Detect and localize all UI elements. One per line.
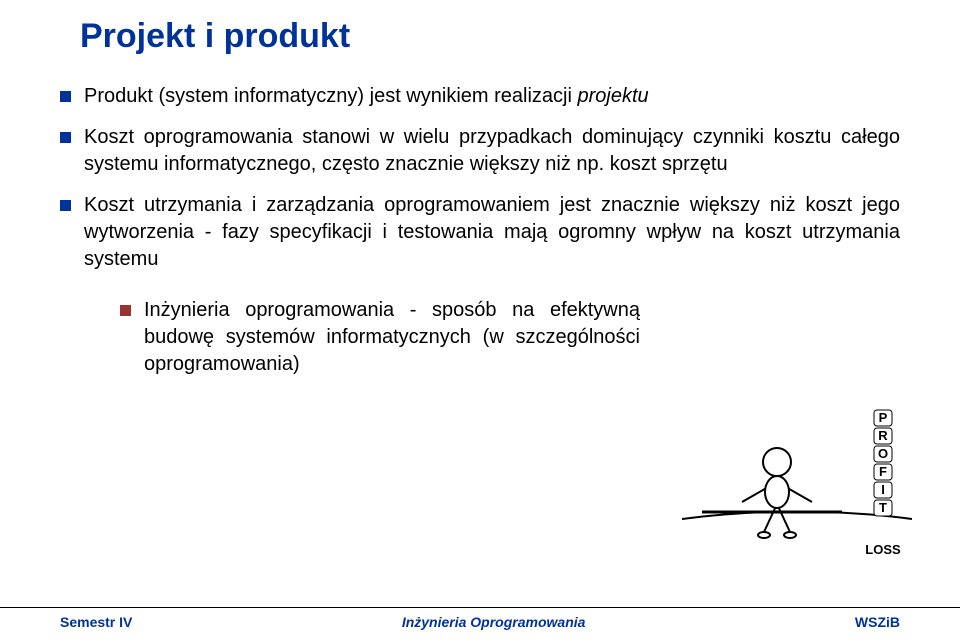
profit-letter: F [879, 464, 887, 479]
profit-letter: T [879, 500, 887, 515]
list-item: Koszt utrzymania i zarządzania oprogramo… [60, 192, 900, 273]
inner-block: Inżynieria oprogramowania - sposób na ef… [120, 297, 640, 378]
cartoon-illustration: P R O F I T LOSS [682, 404, 912, 574]
bullet-list: Produkt (system informatyczny) jest wyni… [60, 83, 900, 273]
footer-left: Semestr IV [60, 614, 132, 630]
slide: Projekt i produkt Produkt (system inform… [0, 0, 960, 644]
loss-label: LOSS [865, 542, 901, 557]
profit-letter: R [878, 428, 888, 443]
profit-letter: O [878, 446, 888, 461]
bullet-text: Koszt oprogramowania stanowi w wielu prz… [84, 126, 900, 175]
slide-footer: Semestr IV Inżynieria Oprogramowania WSZ… [0, 607, 960, 630]
bullet-text: Koszt utrzymania i zarządzania oprogramo… [84, 194, 900, 270]
list-item: Koszt oprogramowania stanowi w wielu prz… [60, 124, 900, 178]
profit-letter: I [881, 482, 885, 497]
footer-right: WSZiB [855, 614, 900, 630]
bullet-emphasis: projektu [577, 85, 648, 107]
slide-title: Projekt i produkt [80, 18, 900, 55]
list-item: Produkt (system informatyczny) jest wyni… [60, 83, 900, 110]
bullet-text: Produkt (system informatyczny) jest wyni… [84, 85, 577, 107]
footer-center: Inżynieria Oprogramowania [402, 614, 586, 630]
bullet-text: Inżynieria oprogramowania - sposób na ef… [144, 299, 640, 375]
inner-bullet-list: Inżynieria oprogramowania - sposób na ef… [120, 297, 640, 378]
list-item: Inżynieria oprogramowania - sposób na ef… [120, 297, 640, 378]
profit-letter: P [879, 410, 888, 425]
